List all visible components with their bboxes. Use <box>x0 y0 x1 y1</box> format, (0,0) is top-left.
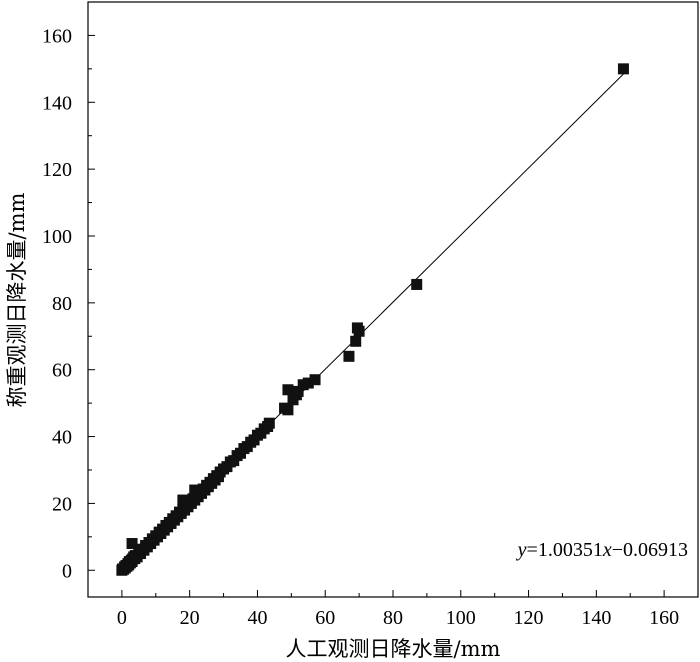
data-point <box>617 63 629 75</box>
data-point <box>292 385 304 397</box>
tick-labels: 0 20 40 60 80 100 120 140 160 0 20 40 60 80 100 120 140 1… <box>42 25 679 629</box>
y-axis-title: 称重观测日降水量/mm <box>5 192 29 407</box>
y-tick-label: 60 <box>52 360 72 382</box>
x-tick-label: 60 <box>315 607 335 629</box>
x-tick-label: 20 <box>180 607 200 629</box>
y-tick-label: 40 <box>52 427 72 449</box>
y-tick-label: 120 <box>42 159 72 181</box>
regression-equation: y=1.00351x−0.06913 <box>516 539 688 561</box>
y-tick-label: 80 <box>52 293 72 315</box>
data-point <box>343 350 355 362</box>
data-point <box>263 417 275 429</box>
x-tick-label: 80 <box>383 607 403 629</box>
data-point <box>282 404 294 416</box>
data-point <box>302 377 314 389</box>
x-tick-label: 140 <box>581 607 611 629</box>
data-point <box>411 278 423 290</box>
x-tick-label: 0 <box>117 607 127 629</box>
data-point <box>309 374 321 386</box>
x-tick-label: 40 <box>247 607 267 629</box>
x-tick-label: 100 <box>446 607 476 629</box>
y-tick-label: 140 <box>42 92 72 114</box>
data-point <box>353 325 365 337</box>
data-point <box>350 335 362 347</box>
data-points <box>116 63 629 576</box>
y-tick-label: 20 <box>52 493 72 515</box>
y-tick-label: 0 <box>62 560 72 582</box>
x-tick-label: 160 <box>649 607 679 629</box>
data-point <box>282 384 294 396</box>
y-tick-label: 160 <box>42 25 72 47</box>
data-point <box>126 538 138 550</box>
axis-ticks <box>88 34 665 597</box>
x-tick-label: 120 <box>514 607 544 629</box>
y-tick-label: 100 <box>42 226 72 248</box>
x-axis-title: 人工观测日降水量/mm <box>286 637 501 661</box>
